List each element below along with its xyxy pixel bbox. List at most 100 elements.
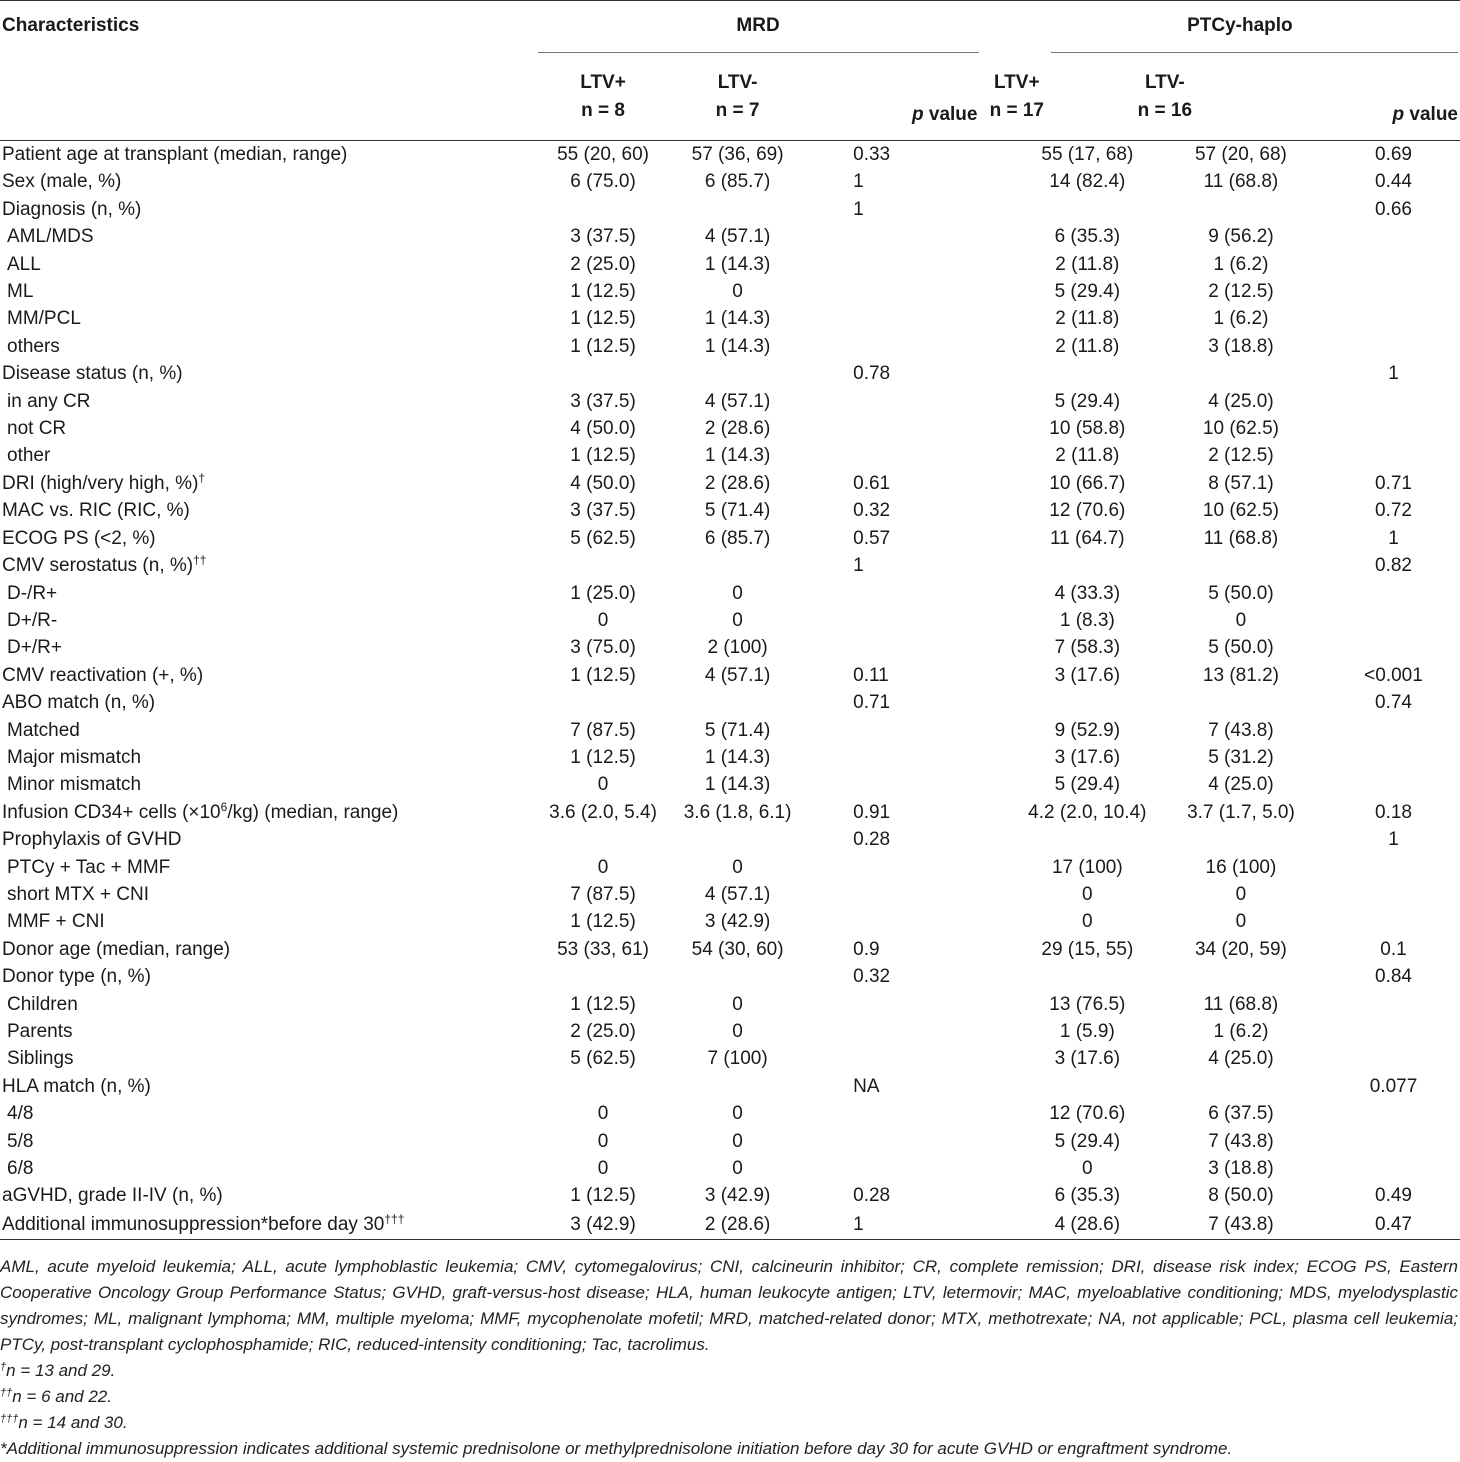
table-row: Major mismatch 1 (12.5) 1 (14.3) 3 (17.6) 5 … xyxy=(0,744,1460,771)
row-label: Prophylaxis of GVHD xyxy=(2,829,182,851)
row-label: ALL xyxy=(7,253,41,275)
ptcy-p-value-cell xyxy=(1327,1100,1460,1127)
row-label: in any CR xyxy=(7,390,91,412)
mrd-ltv-pos-cell: 53 (33, 61) xyxy=(557,938,649,960)
ptcy-ltv-pos-cell: 12 (70.6) xyxy=(1049,500,1126,522)
mrd-ltv-neg-cell: 3.6 (1.8, 6.1) xyxy=(683,801,792,823)
table-footnotes: AML, acute myeloid leukemia; ALL, acute … xyxy=(0,1254,1458,1462)
mrd-ltv-pos-cell: 0 xyxy=(597,774,609,796)
mrd-ltv-neg-cell: 3 (42.9) xyxy=(704,1185,771,1207)
ptcy-p-value-cell: 0.47 xyxy=(1327,1209,1460,1240)
ptcy-p-value-cell: 0.74 xyxy=(1375,692,1412,714)
footnote-asterisk: *Additional immunosuppression indicates … xyxy=(0,1439,1233,1458)
ptcy-ltv-pos-cell: 6 (35.3) xyxy=(1054,226,1121,248)
ptcy-ltv-pos-cell xyxy=(1020,826,1155,853)
mrd-ltv-neg-cell: 0 xyxy=(732,1130,743,1152)
ptcy-p-value-cell xyxy=(1327,388,1460,415)
ptcy-p-value-cell xyxy=(1327,1018,1460,1045)
ptcy-ltv-pos-cell: 10 (66.7) xyxy=(1049,472,1126,494)
table-row: ABO match (n, %) 0.71 0.74 xyxy=(0,689,1460,716)
mrd-ltv-pos-cell xyxy=(536,196,670,223)
ptcy-p-value-cell: 0.66 xyxy=(1375,198,1412,220)
mrd-ltv-neg-cell: 4 (57.1) xyxy=(704,226,771,248)
ptcy-ltv-neg-cell: 57 (20, 68) xyxy=(1194,144,1287,165)
ptcy-ltv-neg-cell: 3.7 (1.7, 5.0) xyxy=(1187,801,1295,823)
ptcy-ltv-pos-cell: 2 (11.8) xyxy=(1055,445,1120,467)
mrd-p-value-cell: 1 xyxy=(853,171,864,193)
mrd-p-value-cell: 0.78 xyxy=(853,363,891,385)
ptcy-ltv-neg-cell: 5 (50.0) xyxy=(1208,582,1274,604)
mrd-ltv-pos-cell: 1 (12.5) xyxy=(570,664,636,686)
table-row: CMV serostatus (n, %)†† 1 0.82 xyxy=(0,552,1460,579)
footnote-double-dagger: ††n = 6 and 22. xyxy=(0,1387,112,1406)
mrd-ltv-pos-cell: 4 (50.0) xyxy=(570,472,636,494)
mrd-ltv-neg-cell xyxy=(670,689,805,716)
ptcy-ltv-neg-cell xyxy=(1155,360,1327,387)
row-label: ECOG PS (<2, %) xyxy=(2,527,156,549)
mrd-p-value-cell: 0.32 xyxy=(853,966,891,988)
mrd-ltv-pos-cell: 0 xyxy=(597,1130,609,1152)
mrd-ltv-pos-cell: 1 (12.5) xyxy=(570,911,636,933)
mrd-ltv-neg-cell: 2 (28.6) xyxy=(670,1209,806,1240)
ptcy-ltv-neg-cell: 11 (68.8) xyxy=(1203,171,1279,193)
ptcy-ltv-pos-cell: 2 (11.8) xyxy=(1055,253,1120,275)
ptcy-ltv-pos-cell xyxy=(1020,689,1155,716)
ptcy-p-value-cell xyxy=(1327,881,1460,908)
table-row: Parents 2 (25.0) 0 1 (5.9) 1 (6.2) xyxy=(0,1018,1460,1045)
mrd-p-value-cell xyxy=(805,881,979,908)
ptcy-p-value-cell: 0.69 xyxy=(1375,144,1412,165)
mrd-ltv-pos-cell: 1 (12.5) xyxy=(570,308,636,330)
table-row: AML/MDS 3 (37.5) 4 (57.1) 6 (35.3) 9 (56.2) xyxy=(0,223,1460,250)
mrd-ltv-pos-cell xyxy=(536,552,670,579)
mrd-p-value-cell: 1 xyxy=(853,198,864,220)
ptcy-p-value-cell xyxy=(1327,744,1460,771)
mrd-ltv-neg-cell: 6 (85.7) xyxy=(704,171,771,193)
ptcy-ltv-pos-cell: 2 (11.8) xyxy=(1055,335,1120,357)
ptcy-group-rule xyxy=(1051,51,1458,53)
mrd-ltv-neg-cell: 0 xyxy=(732,1021,743,1042)
row-label: not CR xyxy=(7,418,67,440)
row-label: D+/R+ xyxy=(7,637,62,659)
mrd-ltv-neg-cell: 6 (85.7) xyxy=(704,527,771,549)
characteristics-table: Characteristics MRD PTCy-haplo LTV+ n = 8… xyxy=(0,0,1460,1240)
row-label: D-/R+ xyxy=(7,582,58,604)
ptcy-p-value-cell: 1 xyxy=(1388,363,1399,385)
mrd-ltv-neg-cell: 0 xyxy=(732,1158,743,1180)
mrd-p-value-cell xyxy=(805,991,979,1018)
ptcy-ltv-neg-cell: 16 (100) xyxy=(1205,856,1277,878)
mrd-ltv-neg-cell xyxy=(670,1073,805,1100)
table-row: Patient age at transplant (median, range… xyxy=(0,141,1460,169)
mrd-p-value-cell: 0.91 xyxy=(853,801,891,823)
ptcy-ltv-neg-cell xyxy=(1155,689,1327,716)
row-label: Sex (male, %) xyxy=(2,171,122,193)
mrd-ltv-pos-cell xyxy=(536,360,670,387)
mrd-p-value-cell xyxy=(805,388,979,415)
header-ptcy-p-value: p value xyxy=(1327,53,1460,141)
ptcy-ltv-pos-cell: 6 (35.3) xyxy=(1054,1185,1121,1207)
ptcy-ltv-neg-cell: 2 (12.5) xyxy=(1208,445,1274,467)
ptcy-p-value-cell xyxy=(1327,1155,1460,1182)
mrd-ltv-neg-cell: 4 (57.1) xyxy=(704,883,771,905)
ptcy-p-value-cell: 0.49 xyxy=(1375,1185,1412,1207)
ptcy-p-value-cell: 0.84 xyxy=(1375,966,1412,988)
mrd-p-value-cell: 0.57 xyxy=(853,527,891,549)
mrd-ltv-neg-cell: 5 (71.4) xyxy=(704,719,771,741)
table-row: ML 1 (12.5) 0 5 (29.4) 2 (12.5) xyxy=(0,278,1460,305)
ptcy-p-value-cell: 0.44 xyxy=(1375,171,1412,193)
ptcy-ltv-pos-cell: 1 (8.3) xyxy=(1059,609,1115,631)
mrd-ltv-pos-cell xyxy=(536,826,670,853)
table-row: others 1 (12.5) 1 (14.3) 2 (11.8) 3 (18.8) xyxy=(0,333,1460,360)
ptcy-ltv-neg-cell xyxy=(1155,826,1327,853)
mrd-ltv-pos-cell: 2 (25.0) xyxy=(570,253,636,275)
table-row: 4/8 0 0 12 (70.6) 6 (37.5) xyxy=(0,1100,1460,1127)
ptcy-p-value-cell xyxy=(1327,771,1460,798)
mrd-ltv-neg-cell: 2 (100) xyxy=(707,637,768,659)
table-row: Children 1 (12.5) 0 13 (76.5) 11 (68.8) xyxy=(0,991,1460,1018)
ptcy-p-value-cell xyxy=(1327,854,1460,881)
ptcy-ltv-pos-cell: 29 (15, 55) xyxy=(1041,938,1134,960)
ptcy-ltv-pos-cell: 7 (58.3) xyxy=(1054,637,1121,659)
row-label: ML xyxy=(7,281,34,303)
table-row: PTCy + Tac + MMF 0 0 17 (100) 16 (100) xyxy=(0,854,1460,881)
mrd-p-value-cell: 0.28 xyxy=(853,1185,891,1207)
mrd-p-value-cell: 0.71 xyxy=(853,692,891,714)
